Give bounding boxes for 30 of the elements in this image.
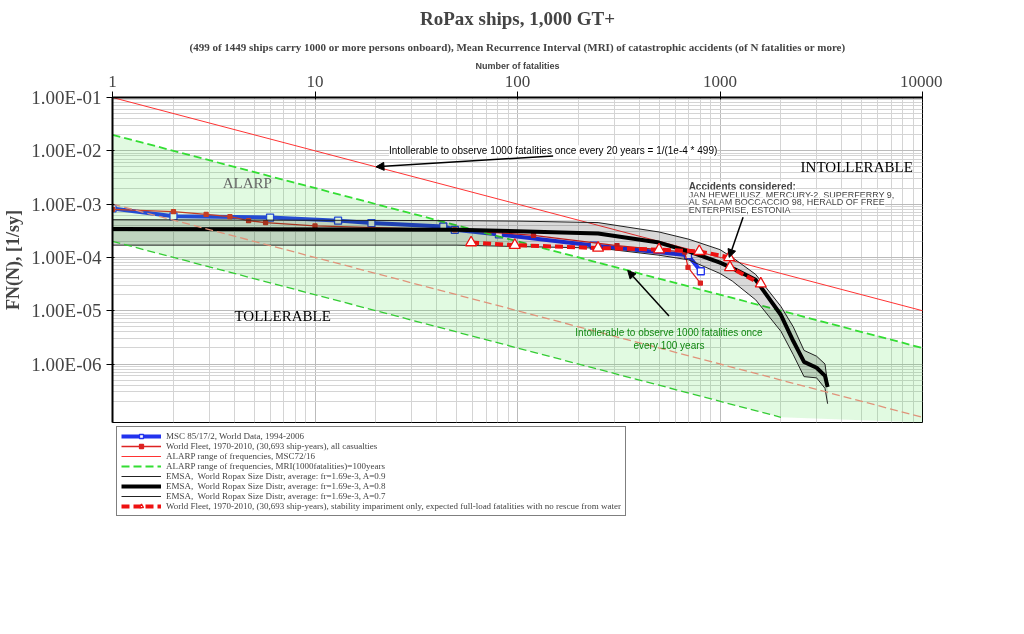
x-tick-label: 10 <box>306 71 324 91</box>
y-tick-label: 1.00E-03 <box>31 193 102 215</box>
legend-label: MSC 85/17/2, World Data, 1994-2006 <box>166 431 305 441</box>
annotation: JAN HEWELIUSZ, MERCURY-2, SUPERFERRY 9, AL SALAM BOCCACCIO 98, HERALD OF FREE ENTERPRISE, ESTONIA <box>688 189 895 215</box>
legend-label: World Fleet, 1970-2010, (30,693 ship-years), stability impariment only, expected full-load fatalities with no rescue from water <box>166 501 622 511</box>
x-tick-label: 10000 <box>900 71 943 91</box>
y-axis-title: FN(N), [1/sy] <box>3 210 25 310</box>
y-tick-label: 1.00E-02 <box>31 140 102 162</box>
legend-label: EMSA, World Ropax Size Distr, average: fr=1.69e-3, A=0.9 <box>166 471 386 481</box>
annotation: Intollerable to observe 1000 fatalities once every 20 years = 1/(1e-4 * 499) <box>389 145 718 157</box>
legend-label: ALARP range of frequencies, MSC72/16 <box>166 451 315 461</box>
legend-label: ALARP range of frequencies, MRI(1000fatalities)=100years <box>166 461 385 471</box>
annotation: Accidents considered: <box>688 181 796 193</box>
y-tick-label: 1.00E-04 <box>31 246 102 268</box>
x-tick-label: 100 <box>504 71 531 91</box>
legend-label: EMSA, World Ropax Size Distr, average: fr=1.69e-3, A=0.7 <box>166 491 386 501</box>
y-tick-label: 1.00E-01 <box>31 87 102 108</box>
annotation: ALARP <box>222 174 272 191</box>
x-tick-label: 1 <box>108 71 117 91</box>
chart-subtitle: (499 of 1449 ships carry 1000 or more persons onboard), Mean Recurrence Interval (MRI) of catastrophic accidents (of N fatalities or more) <box>189 40 846 54</box>
annotation: TOLLERABLE <box>234 307 331 324</box>
y-tick-label: 1.00E-05 <box>31 300 102 322</box>
y-tick-label: 1.00E-06 <box>31 353 102 375</box>
legend-label: World Fleet, 1970-2010, (30,693 ship-years), all casualties <box>166 441 378 451</box>
annotation: INTOLLERABLE <box>800 158 913 175</box>
chart-title: RoPax ships, 1,000 GT+ <box>419 7 616 29</box>
legend-label: EMSA, World Ropax Size Distr, average: fr=1.69e-3, A=0.8 <box>166 481 386 491</box>
annotation: Intollerable to observe 1000 fatalities once every 100 years <box>575 326 764 351</box>
x-tick-label: 1000 <box>703 71 737 91</box>
x-axis-title: Number of fatalities <box>475 60 560 71</box>
